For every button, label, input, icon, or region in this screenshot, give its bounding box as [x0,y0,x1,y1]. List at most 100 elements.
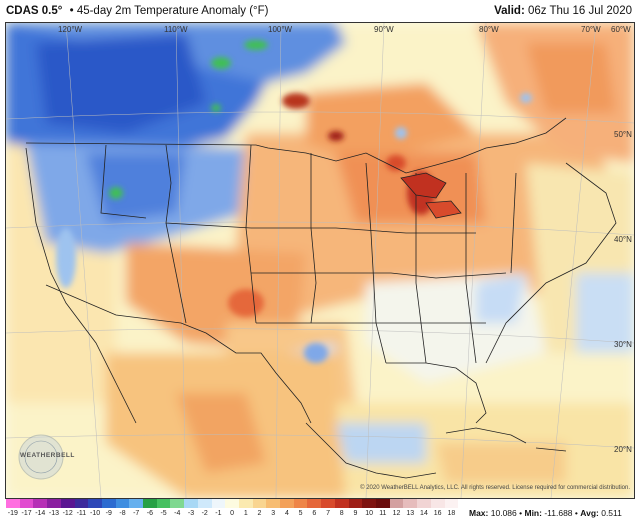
colorbar-label: 4 [284,510,289,517]
colorbar-swatch [211,499,226,508]
colorbar-swatch [170,499,185,508]
colorbar-label: -3 [187,510,195,517]
colorbar-swatch [321,499,335,508]
colorbar-swatch [444,499,459,508]
colorbar-swatch [184,499,198,508]
copyright: © 2020 WeatherBELL Analytics, LLC. All r… [360,485,630,491]
colorbar-label: -19 [7,510,18,517]
colorbar-swatch [47,499,61,508]
colorbar-swatch [417,499,431,508]
colorbar-swatch [238,499,253,508]
colorbar-label: 3 [271,510,276,517]
colorbar-swatch [362,499,376,508]
colorbar-label: 12 [392,510,401,517]
stats-sep: • [519,508,523,518]
colorbar-label: -11 [76,510,87,517]
lat-label: 50°N [614,130,632,139]
colorbar-label: 8 [339,510,344,517]
colorbar-swatch [293,499,308,508]
colorbar-swatch [430,499,445,508]
map-title: CDAS 0.5° • 45-day 2m Temperature Anomal… [6,5,268,17]
colorbar-label: -2 [201,510,208,517]
colorbar-swatch [280,499,294,508]
colorbar-swatch [156,499,171,508]
colorbar-label: -6 [146,510,153,517]
colorbar-swatch [74,499,89,508]
colorbar-label: 18 [447,510,456,517]
map-canvas [6,23,634,498]
colorbar-label: 0 [230,510,235,517]
colorbar-label: -8 [119,510,126,517]
colorbar-label: 1 [243,510,248,517]
stats-sep: • [574,508,578,518]
weatherbell-logo [18,434,64,480]
colorbar-swatch [197,499,212,508]
colorbar-label: 5 [298,510,303,517]
colorbar-swatch [348,499,363,508]
colorbar-swatch [129,499,144,508]
colorbar-label: -13 [48,510,60,517]
max-label: Max: [469,508,489,518]
valid-label: Valid: [494,5,525,17]
colorbar-swatch [6,499,20,508]
colorbar-label: -5 [160,510,167,517]
lat-label: 20°N [614,445,632,454]
colorbar-label: 16 [433,510,442,517]
anomaly-field [6,23,634,498]
colorbar-label: -9 [105,510,112,517]
colorbar-label: 9 [353,510,358,517]
colorbar-label: 14 [420,510,428,517]
max-value: 10.086 [490,508,517,518]
colorbar-label: 6 [312,510,317,517]
colorbar-swatch [307,499,322,508]
colorbar-swatch [143,499,157,508]
colorbar-label: -1 [215,510,222,517]
valid-value: 06z Thu 16 Jul 2020 [527,5,632,17]
lon-label: 80°W [479,25,499,34]
colorbar-label: -12 [62,510,73,517]
avg-label: Avg: [580,508,599,518]
lat-label: 30°N [614,340,632,349]
header-bar: CDAS 0.5° • 45-day 2m Temperature Anomal… [0,0,640,22]
colorbar-label: -14 [35,510,46,517]
min-value: -11.688 [544,508,573,518]
lon-label: 90°W [374,25,394,34]
lon-label: 100°W [268,25,293,34]
colorbar-label: 10 [365,510,374,517]
avg-value: 0.511 [601,508,622,518]
lon-label: 60°W [611,25,631,34]
colorbar-swatch [403,499,418,508]
colorbar-swatch [19,499,34,508]
colorbar-label: 13 [406,510,415,517]
colorbar-swatches [6,499,459,508]
colorbar-label: 7 [326,510,330,517]
colorbar-swatch [225,499,239,508]
valid-time: Valid: 06z Thu 16 Jul 2020 [494,5,632,17]
logo-text: WEATHERBELL [20,452,75,459]
lon-label: 70°W [581,25,601,34]
colorbar-swatch [389,499,404,508]
colorbar-label: -10 [90,510,101,517]
lat-label: 40°N [614,235,632,244]
colorbar-label: 2 [257,510,262,517]
lon-label: 110°W [164,25,188,34]
colorbar-swatch [266,499,281,508]
map-subtitle: 45-day 2m Temperature Anomaly (°F) [76,5,269,17]
product-name: CDAS 0.5° [6,5,63,17]
colorbar-swatch [334,499,349,508]
title-separator: • [69,5,74,17]
colorbar-label: -4 [174,510,181,517]
stats: Max: 10.086 • Min: -11.688 • Avg: 0.511 [469,508,622,518]
colorbar-swatch [252,499,267,508]
colorbar-label: -7 [133,510,140,517]
min-label: Min: [524,508,542,518]
graticule [6,23,634,498]
colorbar-swatch [88,499,102,508]
colorbar-swatch [375,499,390,508]
anomaly-map[interactable]: 120°W 110°W 100°W 90°W 80°W 70°W 60°W 50… [5,22,635,499]
colorbar-swatch [60,499,75,508]
colorbar-labels: -19 -17 -14 -13 -12 -11 -10 -9 -8 -7 -6 -5 -4 -3 -2 -1 0… [6,510,458,520]
borders [25,117,617,479]
colorbar-label: 11 [379,510,387,517]
colorbar-swatch [115,499,130,508]
